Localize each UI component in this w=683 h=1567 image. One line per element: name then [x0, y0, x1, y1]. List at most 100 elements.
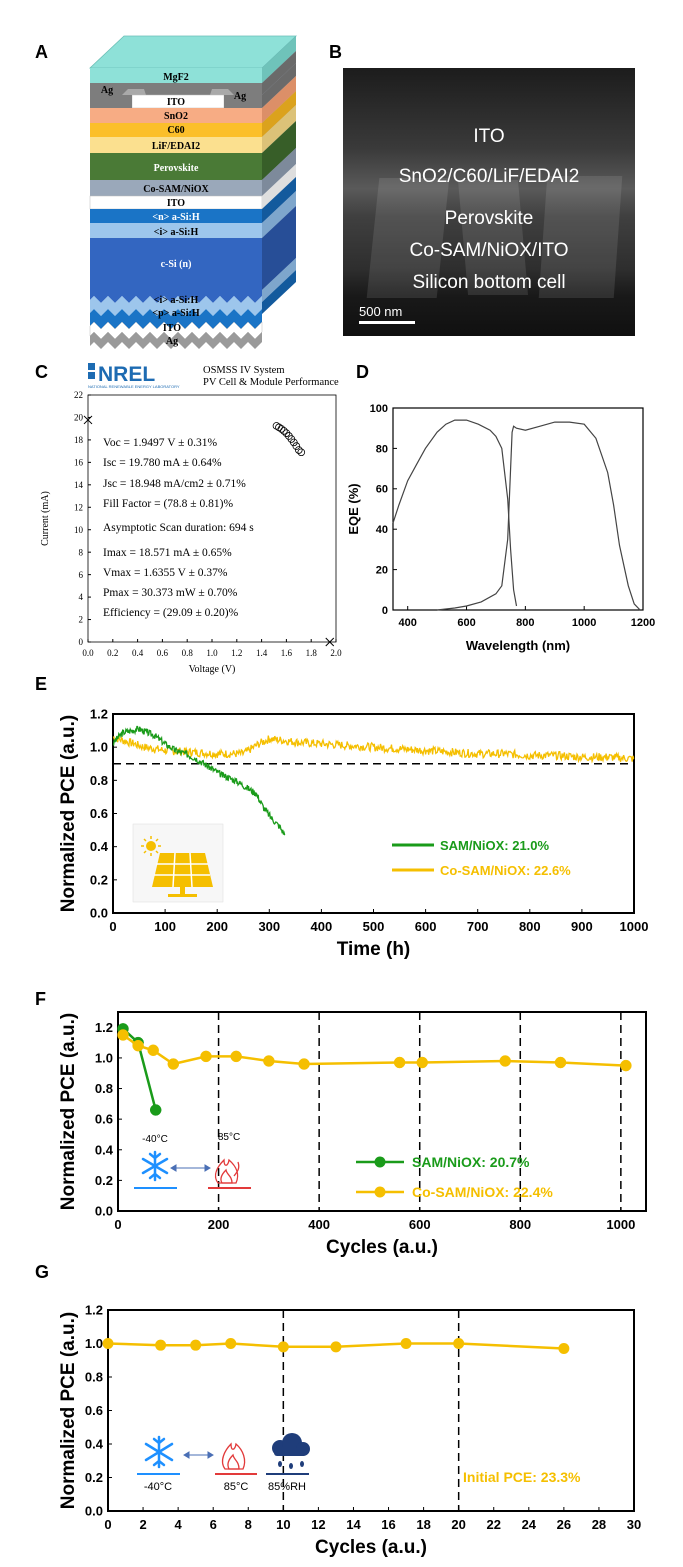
layer-perovskite — [90, 153, 262, 180]
y-tick-label: 4 — [79, 592, 84, 602]
x-tick-label: 2.0 — [330, 648, 342, 658]
y-tick-label: 6 — [79, 570, 84, 580]
y-axis-title: Normalized PCE (a.u.) — [58, 1312, 79, 1509]
param-pmax: Pmax = 30.373 mW ± 0.70% — [103, 587, 238, 599]
x-axis-title: Voltage (V) — [189, 664, 236, 675]
x-tick-label: 0 — [109, 919, 116, 934]
label-ito-mid: ITO — [167, 198, 185, 209]
sem-micrograph: ITO SnO2/C60/LiF/EDAI2 Perovskite Co-SAM… — [343, 68, 635, 336]
iv-data-point — [277, 425, 286, 433]
stability-chart-g: 0 2 4 6 8 10 12 14 16 18 20 22 24 26 28 300.00.20.40.60… — [58, 1303, 641, 1558]
label-i-asi-bottom: <i> a-Si:H — [154, 295, 199, 306]
label-c60: C60 — [167, 125, 184, 136]
panel-label-d: D — [356, 362, 369, 382]
x-axis-title: Wavelength (nm) — [466, 638, 570, 653]
x-tick-label: 10 — [276, 1517, 290, 1532]
series-marker — [190, 1339, 202, 1351]
series-marker — [416, 1056, 428, 1069]
sem-label-etl: SnO2/C60/LiF/EDAI2 — [398, 166, 580, 187]
y-axis-title: Current (mA) — [40, 491, 51, 546]
hot-label-g: 85°C — [224, 1481, 249, 1493]
x-tick-label: 1000 — [572, 617, 596, 629]
plot-frame — [117, 1011, 647, 1212]
snowflake-icon — [144, 1435, 174, 1469]
x-tick-label: 1.6 — [281, 648, 293, 658]
x-tick-label: 0 — [114, 1217, 121, 1232]
series-marker — [277, 1341, 289, 1353]
y-tick-label: 0.4 — [85, 1437, 104, 1452]
param-imax: Imax = 18.571 mA ± 0.65% — [103, 547, 232, 559]
label-lif: LiF/EDAI2 — [152, 141, 200, 152]
x-tick-label: 600 — [457, 617, 475, 629]
series-marker — [554, 1056, 567, 1069]
y-tick-label: 0 — [382, 605, 388, 617]
iv-data-point — [275, 423, 283, 432]
series-marker — [263, 1055, 275, 1067]
x-axis-title: Cycles (a.u.) — [326, 1237, 438, 1258]
layer-csi — [90, 238, 262, 288]
series-marker — [298, 1058, 310, 1070]
layer-lif — [90, 137, 262, 153]
series-marker — [102, 1338, 114, 1349]
y-tick-label: 18 — [74, 435, 84, 445]
param-vmax: Vmax = 1.6355 V ± 0.37% — [103, 567, 228, 579]
legend-label: Co-SAM/NiOX: 22.6% — [440, 863, 571, 878]
x-tick-label: 0.6 — [157, 648, 169, 658]
eqe-chart: 400 600 800 1000 1200 0 20 40 60 80 100 Wavelength … — [346, 403, 655, 653]
x-tick-label: 1.8 — [306, 648, 318, 658]
x-axis-title: Time (h) — [337, 939, 411, 960]
legend-label: Co-SAM/NiOX: 22.4% — [412, 1184, 553, 1200]
y-tick-label: 1.2 — [85, 1303, 103, 1318]
y-tick-label: 40 — [376, 524, 388, 536]
series-line — [122, 1033, 626, 1067]
series-marker — [167, 1058, 180, 1070]
x-tick-label: 800 — [516, 617, 534, 629]
label-p-asi: <p> a-Si:H — [152, 308, 199, 319]
y-axis-title: EQE (%) — [346, 483, 361, 534]
nrel-logo-sub: NATIONAL RENEWABLE ENERGY LABORATORY — [88, 384, 180, 389]
label-ag-right: Ag — [234, 91, 246, 102]
y-tick-label: 0.8 — [90, 773, 108, 788]
x-tick-label: 0 — [104, 1517, 111, 1532]
label-sno2: SnO2 — [164, 111, 188, 122]
layer-p-asi — [90, 309, 262, 329]
series-marker — [132, 1039, 144, 1052]
param-ff: Fill Factor = (78.8 ± 0.81)% — [103, 498, 233, 510]
x-tick-label: 0.2 — [107, 648, 118, 658]
layer-cosam — [90, 180, 262, 196]
series-marker — [453, 1338, 465, 1349]
x-tick-label: 1.2 — [231, 648, 242, 658]
rain-cloud-icon — [272, 1433, 310, 1469]
label-ito-top: ITO — [167, 97, 185, 108]
param-isc: Isc = 19.780 mA ± 0.64% — [103, 457, 222, 469]
legend-label: SAM/NiOX: 20.7% — [412, 1154, 530, 1170]
series-marker — [230, 1050, 242, 1063]
nrel-header: NREL NATIONAL RENEWABLE ENERGY LABORATOR… — [88, 363, 339, 389]
x-tick-label: 400 — [311, 919, 333, 934]
series-marker — [155, 1339, 167, 1351]
label-mgf2: MgF2 — [163, 72, 189, 83]
iv-data-point — [297, 448, 306, 457]
arrow-double-icon — [170, 1164, 211, 1172]
hot-label-f: 85°C — [218, 1132, 240, 1143]
series-marker — [620, 1059, 632, 1072]
legend-label: SAM/NiOX: 21.0% — [440, 838, 550, 853]
iv-params: Voc = 1.9497 V ± 0.31% Isc = 19.780 mA ±… — [103, 437, 254, 619]
y-tick-label: 0.0 — [95, 1204, 113, 1219]
eqe-series-line — [392, 419, 518, 607]
stability-chart-f: 0 200 400 600 800 1000 0.0 0.2 0.4 0.6 0.8 1.0 1.2 Cy… — [58, 1011, 647, 1258]
y-tick-label: 2 — [79, 615, 84, 625]
cold-label-g: -40°C — [144, 1481, 172, 1493]
series-marker — [225, 1338, 237, 1349]
y-tick-label: 0.0 — [85, 1504, 103, 1519]
iv-chart: 0.0 0.2 0.4 0.6 0.8 1.0 1.2 1.4 1.6 1.8 2.0 0 2 4 6 8 10… — [40, 390, 342, 675]
iv-cross-marker — [83, 415, 93, 425]
y-tick-label: 0.2 — [95, 1173, 113, 1188]
plot-frame — [392, 407, 644, 611]
x-tick-label: 30 — [627, 1517, 641, 1532]
solar-panel-icon — [132, 823, 224, 903]
series-marker — [147, 1044, 159, 1057]
layer-n-asi — [90, 209, 262, 223]
layer-sno2 — [90, 108, 262, 123]
x-tick-label: 1.0 — [206, 648, 218, 658]
